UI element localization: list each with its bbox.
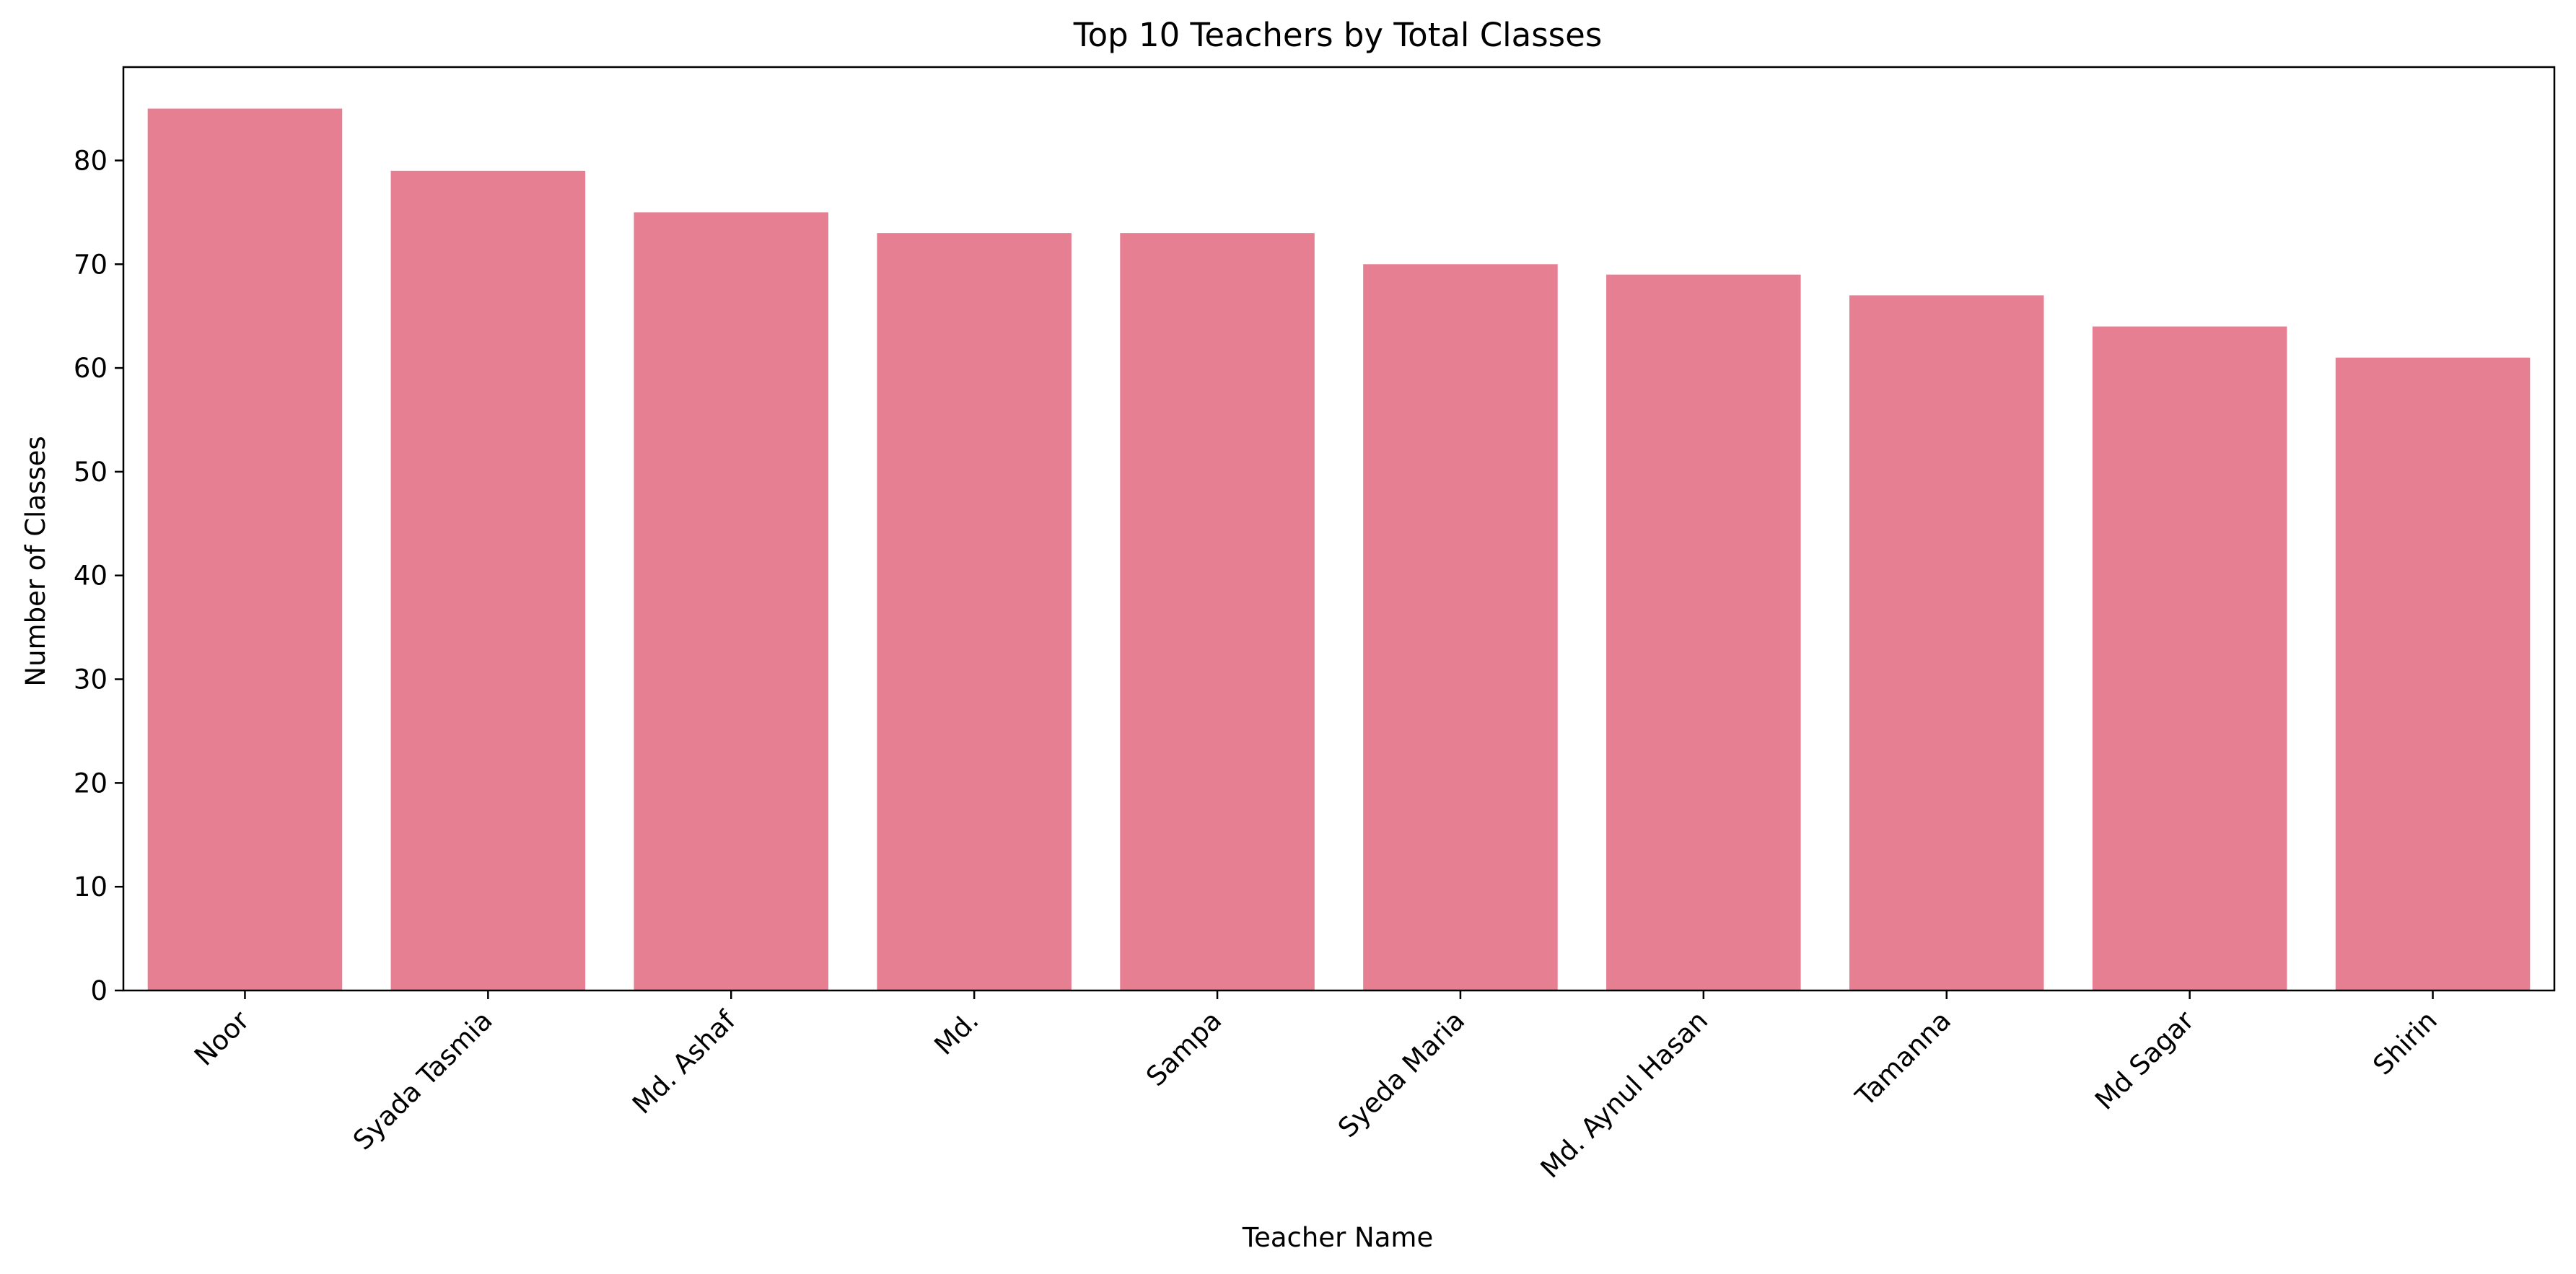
x-tick-label-2: Md. Ashaf	[626, 1004, 742, 1120]
x-tick-label-7: Tamanna	[1849, 1005, 1958, 1113]
bar-7	[1849, 295, 2044, 990]
x-tick-label-0: Noor	[188, 1004, 255, 1071]
y-tick-label-4: 40	[74, 561, 108, 592]
y-tick-label-8: 80	[74, 145, 108, 176]
x-axis: Noor Syada Tasmia Md. Ashaf Md. Sampa Syeda M…	[188, 990, 2443, 1184]
bar-2	[634, 212, 829, 990]
y-axis-label: Number of Classes	[20, 436, 51, 686]
x-tick-label-5: Syeda Maria	[1332, 1005, 1471, 1143]
bar-1	[390, 170, 586, 991]
bar-6	[1606, 274, 1801, 990]
x-tick-label-1: Syada Tasmia	[347, 1005, 499, 1156]
y-tick-label-6: 60	[74, 353, 108, 384]
x-tick-label-3: Md.	[929, 1005, 985, 1061]
y-tick-label-1: 10	[74, 871, 108, 902]
x-tick-label-9: Shirin	[2367, 1005, 2443, 1081]
y-tick-label-5: 50	[74, 457, 108, 488]
bar-4	[1120, 233, 1315, 991]
y-tick-label-0: 0	[90, 975, 108, 1006]
y-tick-label-7: 70	[74, 249, 108, 280]
x-tick-label-8: Md Sagar	[2089, 1004, 2200, 1115]
bar-5	[1363, 264, 1558, 990]
x-tick-label-4: Sampa	[1140, 1005, 1227, 1092]
bar-0	[147, 108, 343, 991]
y-axis: 0 10 20 30 40 50 60 70 80	[74, 145, 123, 1006]
bar-9	[2335, 357, 2531, 990]
y-tick-label-2: 20	[74, 768, 108, 799]
x-tick-label-6: Md. Aynul Hasan	[1535, 1005, 1714, 1185]
bars-group	[147, 108, 2531, 991]
bar-3	[877, 233, 1072, 991]
bar-8	[2092, 326, 2287, 991]
y-tick-label-3: 30	[74, 664, 108, 695]
chart-title: Top 10 Teachers by Total Classes	[1073, 16, 1603, 54]
plot-frame	[122, 66, 2556, 992]
x-axis-label: Teacher Name	[1242, 1222, 1433, 1253]
